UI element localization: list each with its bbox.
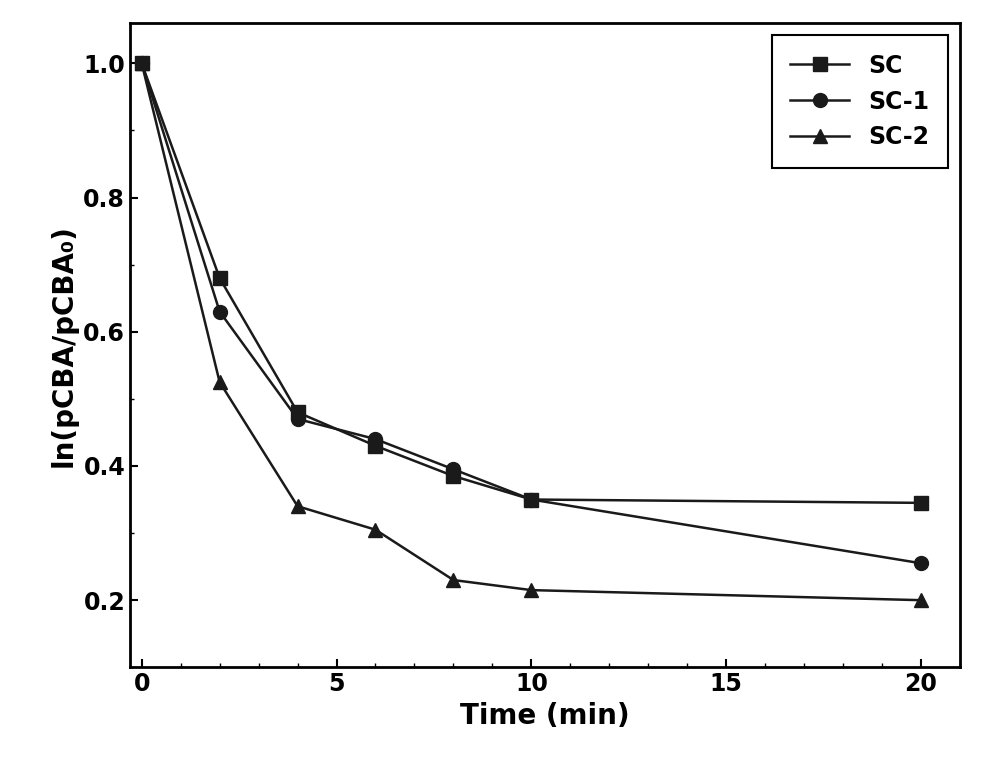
SC-1 xyxy=(214,307,226,316)
SC xyxy=(369,441,381,450)
SC-1 xyxy=(369,434,381,443)
SC-1 xyxy=(915,558,927,568)
SC-1 xyxy=(525,495,537,504)
Legend: SC, SC-1, SC-2: SC, SC-1, SC-2 xyxy=(772,35,948,168)
X-axis label: Time (min): Time (min) xyxy=(460,702,630,729)
SC-1 xyxy=(292,414,304,423)
SC xyxy=(292,408,304,417)
SC-1 xyxy=(447,465,459,474)
SC-2 xyxy=(292,502,304,511)
SC xyxy=(136,59,148,68)
SC-1 xyxy=(136,59,148,68)
SC xyxy=(447,472,459,481)
SC xyxy=(214,274,226,283)
Line: SC: SC xyxy=(135,56,928,510)
SC-2 xyxy=(447,575,459,584)
SC xyxy=(525,495,537,504)
Line: SC-2: SC-2 xyxy=(135,56,928,607)
Line: SC-1: SC-1 xyxy=(135,56,928,570)
SC-2 xyxy=(214,377,226,387)
SC-2 xyxy=(369,525,381,535)
SC xyxy=(915,499,927,508)
Y-axis label: ln(pCBA/pCBA₀): ln(pCBA/pCBA₀) xyxy=(50,224,78,466)
SC-2 xyxy=(525,585,537,594)
SC-2 xyxy=(915,595,927,604)
SC-2 xyxy=(136,59,148,68)
